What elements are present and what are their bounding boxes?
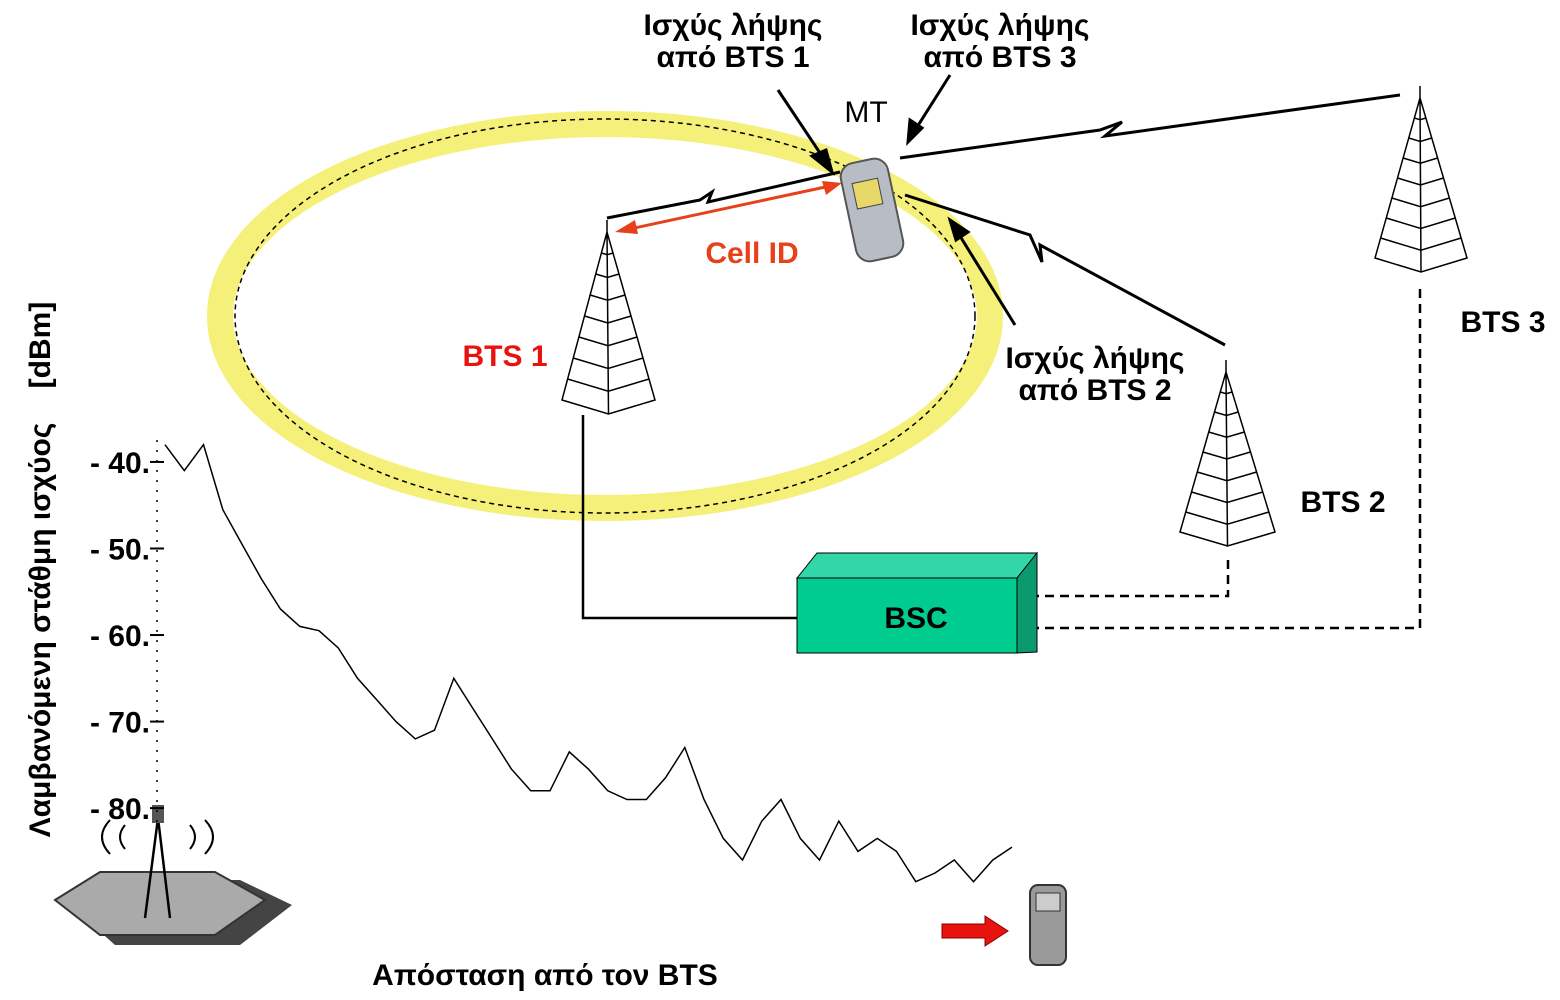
links: [581, 93, 1422, 630]
tower: [1374, 86, 1468, 273]
mobile-terminal: [839, 157, 905, 263]
wire-bts2: [1030, 560, 1230, 598]
tower: [1179, 360, 1276, 547]
bsc-box: [795, 551, 1039, 654]
y-axis-label: Λαμβανόμενη στάθμη ισχύος: [24, 423, 57, 838]
label-bts1: BTS 1: [462, 340, 547, 373]
label-rx-bts2: Ισχύς λήψης από BTS 2: [1005, 342, 1184, 407]
y-tick-label: - 60.: [90, 620, 150, 653]
handset: [1029, 884, 1067, 966]
callout-bts2: [953, 227, 1017, 326]
label-bsc: BSC: [884, 602, 947, 635]
y-axis-unit: [dBm]: [24, 302, 57, 389]
wire-bts3: [1030, 285, 1422, 630]
wire-bts1: [581, 415, 800, 620]
label-cell-id: Cell ID: [705, 237, 798, 270]
tower: [561, 220, 656, 415]
arrowhead: [809, 147, 835, 177]
label-rx-bts3: Ισχύς λήψης από BTS 3: [910, 9, 1089, 74]
tower-frame: [561, 220, 656, 415]
cell-ring: [207, 111, 1003, 521]
x-axis-label: Απόσταση από τον BTS: [372, 959, 718, 992]
cell-id-arrow: [615, 181, 842, 234]
cell-boundary: [234, 118, 976, 514]
label-bts2: BTS 2: [1300, 486, 1385, 519]
y-tick-label: - 80.: [90, 793, 150, 826]
signal-line: [164, 443, 1013, 883]
link-bts3: [899, 93, 1401, 160]
y-tick-label: - 70.: [90, 707, 150, 740]
label-rx-bts1: Ισχύς λήψης από BTS 1: [643, 9, 822, 74]
label-mt: MT: [844, 96, 887, 129]
y-tick-label: - 40.: [90, 447, 150, 480]
label-bts3: BTS 3: [1460, 306, 1545, 339]
tower-frame: [1179, 360, 1276, 547]
tower-frame: [1374, 86, 1468, 273]
link-bts1: [606, 170, 841, 220]
direction-arrow: [941, 915, 1009, 947]
link-bts2: [904, 193, 1226, 347]
callouts: [776, 74, 1017, 326]
arrowhead: [906, 117, 925, 146]
arrowhead: [947, 216, 971, 243]
base-cell: [53, 805, 292, 945]
y-tick-label: - 50.: [90, 534, 150, 567]
